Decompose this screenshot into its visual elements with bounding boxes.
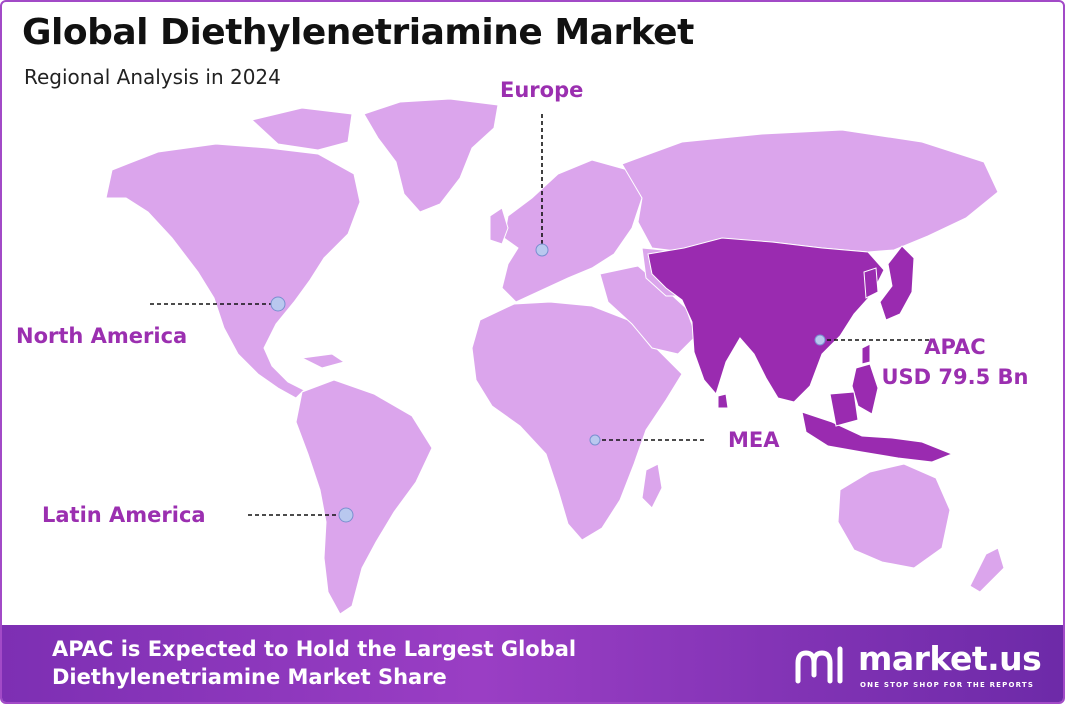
- indonesia-shape: [801, 411, 954, 463]
- europe-marker: [535, 243, 549, 257]
- madagascar-shape: [641, 463, 663, 509]
- borneo-shape: [829, 391, 859, 427]
- sri-lanka-shape: [717, 393, 729, 409]
- korea-shape: [863, 267, 879, 299]
- greenland-shape: [363, 98, 499, 213]
- africa-shape: [471, 301, 683, 541]
- caribbean-shape: [300, 353, 346, 369]
- apac-mainland-shape: [647, 237, 885, 403]
- apac-marker: [814, 334, 826, 346]
- apac-label-group: APAC USD 79.5 Bn: [878, 332, 1032, 392]
- north-america-label: North America: [16, 324, 188, 348]
- latin-america-label: Latin America: [42, 503, 206, 527]
- europe-label: Europe: [500, 78, 584, 102]
- footer-line-1: APAC is Expected to Hold the Largest Glo…: [52, 637, 577, 661]
- north-america-shape: [105, 143, 361, 399]
- mea-label: MEA: [728, 428, 780, 452]
- brand-block: market.us ONE STOP SHOP FOR THE REPORTS: [792, 639, 1042, 691]
- footer-text: APAC is Expected to Hold the Largest Glo…: [52, 635, 576, 691]
- brand-tagline: ONE STOP SHOP FOR THE REPORTS: [860, 681, 1035, 689]
- north-america-marker: [270, 296, 286, 312]
- page-title: Global Diethylenetriamine Market: [22, 12, 694, 53]
- europe-shape: [501, 159, 643, 303]
- mea-marker: [589, 434, 601, 446]
- philippines-shape: [851, 363, 879, 415]
- russia-shape: [621, 129, 999, 253]
- arctic-islands-shape: [250, 107, 353, 151]
- australia-shape: [837, 463, 951, 569]
- south-america-shape: [295, 379, 433, 615]
- footer-line-2: Diethylenetriamine Market Share: [52, 665, 447, 689]
- page-subtitle: Regional Analysis in 2024: [24, 65, 281, 89]
- japan-shape: [879, 245, 915, 321]
- apac-label: APAC: [924, 335, 986, 359]
- brand-name: market.us: [858, 639, 1042, 678]
- new-zealand-shape: [969, 547, 1005, 593]
- footer-banner: APAC is Expected to Hold the Largest Glo…: [2, 625, 1063, 702]
- latin-america-marker: [338, 507, 354, 523]
- apac-value: USD 79.5 Bn: [881, 365, 1029, 389]
- taiwan-shape: [861, 343, 871, 365]
- market-us-logo-icon: [795, 646, 843, 684]
- uk-shape: [489, 207, 509, 245]
